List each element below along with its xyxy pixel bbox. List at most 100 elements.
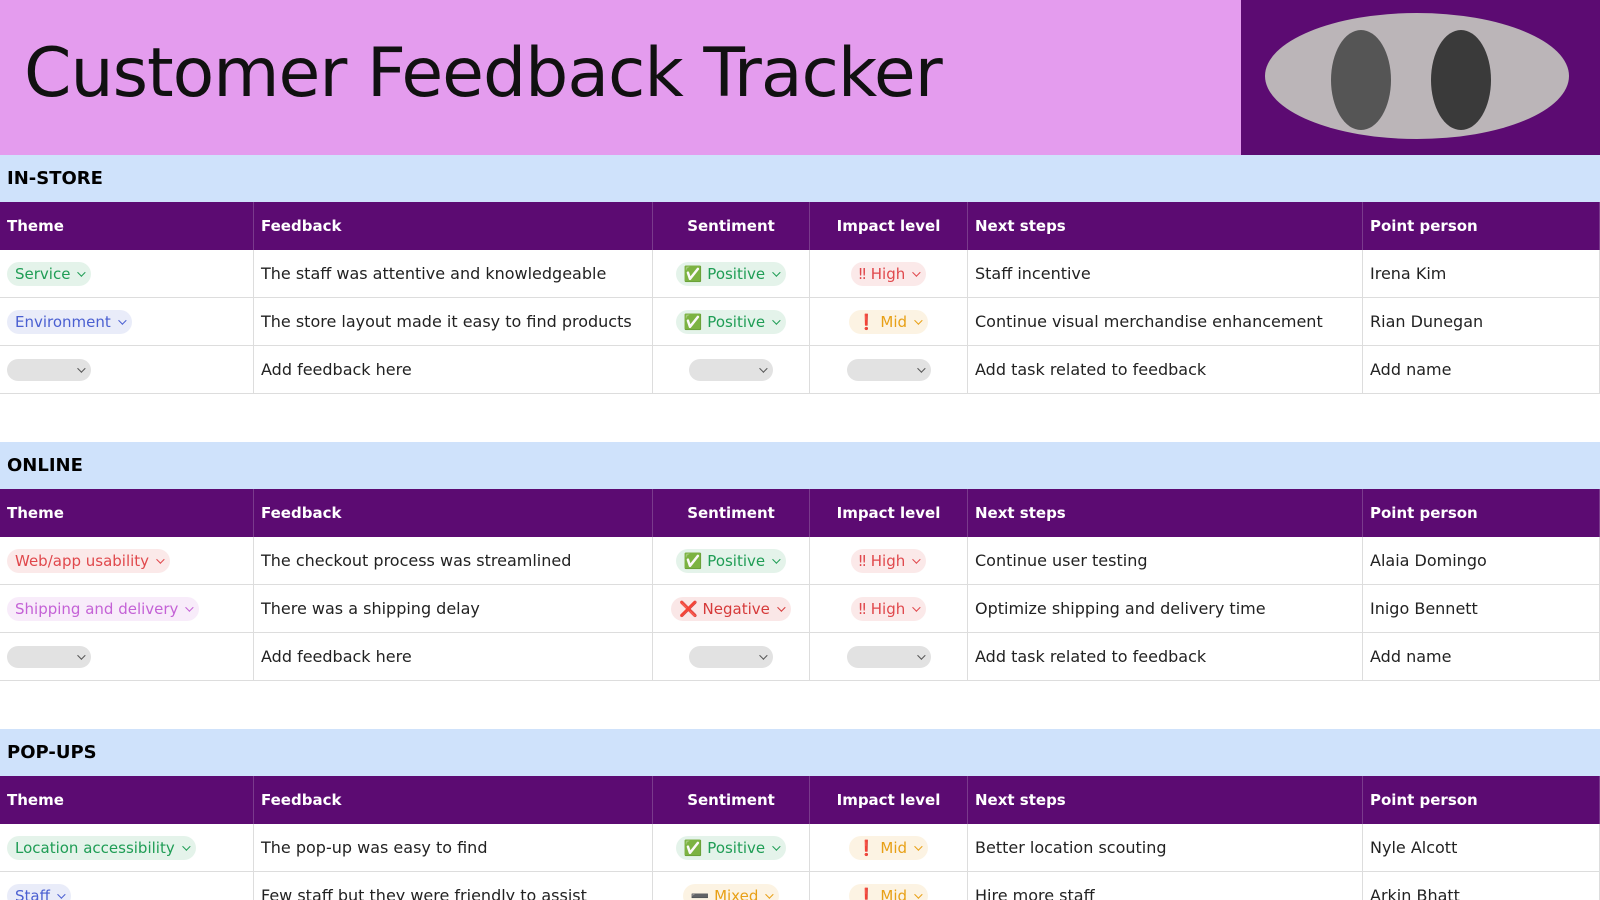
cell: Alaia Domingo bbox=[1363, 537, 1600, 584]
feedback-text: Few staff but they were friendly to assi… bbox=[261, 886, 587, 900]
empty-dropdown[interactable] bbox=[7, 645, 91, 668]
column-header: Point person bbox=[1363, 202, 1600, 250]
impact-chip[interactable]: ❗ Mid bbox=[848, 835, 929, 860]
sentiment-chip[interactable]: ✅ Positive bbox=[675, 835, 787, 860]
column-header: Impact level bbox=[810, 776, 968, 824]
cell: Add feedback here bbox=[254, 633, 653, 680]
column-header: Feedback bbox=[254, 202, 653, 250]
person-text: Rian Dunegan bbox=[1370, 312, 1484, 331]
cell: The checkout process was streamlined bbox=[254, 537, 653, 584]
empty-dropdown[interactable] bbox=[689, 358, 773, 381]
cell: ❗ Mid bbox=[810, 824, 968, 871]
theme-chip[interactable]: Staff bbox=[7, 883, 71, 900]
table-row: Web/app usability The checkout process wa… bbox=[0, 537, 1600, 585]
person-text: Alaia Domingo bbox=[1370, 551, 1487, 570]
section-title: POP-UPS bbox=[0, 729, 1600, 776]
sentiment-chip[interactable]: ✅ Positive bbox=[675, 261, 787, 286]
cell: Add task related to feedback bbox=[968, 633, 1363, 680]
cell: Add feedback here bbox=[254, 346, 653, 393]
next-text: Continue user testing bbox=[975, 551, 1148, 570]
person-text: Arkin Bhatt bbox=[1370, 886, 1460, 900]
cell: Continue user testing bbox=[968, 537, 1363, 584]
spacer bbox=[0, 681, 1600, 729]
cell: Web/app usability bbox=[0, 537, 254, 584]
cell bbox=[0, 633, 254, 680]
cell: Inigo Bennett bbox=[1363, 585, 1600, 632]
impact-chip[interactable]: ‼ High bbox=[850, 596, 927, 621]
column-header: Feedback bbox=[254, 489, 653, 537]
sentiment-chip[interactable]: ❌ Negative bbox=[671, 596, 791, 621]
column-header: Feedback bbox=[254, 776, 653, 824]
table-row: Service The staff was attentive and knowl… bbox=[0, 250, 1600, 298]
cell: ✅ Positive bbox=[653, 250, 810, 297]
next-text: Add task related to feedback bbox=[975, 647, 1207, 666]
person-text: Nyle Alcott bbox=[1370, 838, 1458, 857]
sheet: IN-STORE Theme Feedback Sentiment Impact lev… bbox=[0, 155, 1600, 900]
column-header: Theme bbox=[0, 202, 254, 250]
column-header: Sentiment bbox=[653, 489, 810, 537]
feedback-text: Add feedback here bbox=[261, 647, 412, 666]
cell bbox=[810, 633, 968, 680]
spacer bbox=[0, 394, 1600, 442]
impact-chip[interactable]: ❗ Mid bbox=[848, 309, 929, 334]
column-header-row: Theme Feedback Sentiment Impact level Next s… bbox=[0, 489, 1600, 537]
next-text: Add task related to feedback bbox=[975, 360, 1207, 379]
cell: Staff bbox=[0, 872, 254, 900]
theme-chip[interactable]: Web/app usability bbox=[7, 548, 171, 573]
cell bbox=[653, 346, 810, 393]
theme-chip[interactable]: Shipping and delivery bbox=[7, 596, 200, 621]
cell: The pop-up was easy to find bbox=[254, 824, 653, 871]
theme-chip[interactable]: Environment bbox=[7, 309, 132, 334]
table-row: Add feedback here Add task related to fee… bbox=[0, 346, 1600, 394]
table-row: Staff Few staff but they were friendly to… bbox=[0, 872, 1600, 900]
cell: Location accessibility bbox=[0, 824, 254, 871]
empty-dropdown[interactable] bbox=[846, 645, 931, 668]
column-header-row: Theme Feedback Sentiment Impact level Next s… bbox=[0, 776, 1600, 824]
sentiment-chip[interactable]: ✅ Positive bbox=[675, 548, 787, 573]
photo bbox=[1265, 13, 1569, 139]
cell: There was a shipping delay bbox=[254, 585, 653, 632]
impact-chip[interactable]: ‼ High bbox=[850, 261, 927, 286]
cell: Nyle Alcott bbox=[1363, 824, 1600, 871]
next-text: Optimize shipping and delivery time bbox=[975, 599, 1266, 618]
cell: The store layout made it easy to find pr… bbox=[254, 298, 653, 345]
column-header: Theme bbox=[0, 489, 254, 537]
sentiment-chip[interactable]: ➖ Mixed bbox=[682, 883, 780, 900]
column-header: Theme bbox=[0, 776, 254, 824]
cell: Add name bbox=[1363, 346, 1600, 393]
cell: ‼ High bbox=[810, 537, 968, 584]
header: Customer Feedback Tracker bbox=[0, 0, 1600, 155]
cell: Add task related to feedback bbox=[968, 346, 1363, 393]
empty-dropdown[interactable] bbox=[7, 358, 91, 381]
table-row: Location accessibility The pop-up was eas… bbox=[0, 824, 1600, 872]
column-header: Sentiment bbox=[653, 202, 810, 250]
next-text: Better location scouting bbox=[975, 838, 1167, 857]
theme-chip[interactable]: Location accessibility bbox=[7, 835, 196, 860]
cell: Staff incentive bbox=[968, 250, 1363, 297]
sentiment-chip[interactable]: ✅ Positive bbox=[675, 309, 787, 334]
person-text: Add name bbox=[1370, 647, 1452, 666]
empty-dropdown[interactable] bbox=[846, 358, 931, 381]
cell bbox=[810, 346, 968, 393]
cell: Service bbox=[0, 250, 254, 297]
impact-chip[interactable]: ❗ Mid bbox=[848, 883, 929, 900]
impact-chip[interactable]: ‼ High bbox=[850, 548, 927, 573]
cell: ❌ Negative bbox=[653, 585, 810, 632]
cell bbox=[0, 346, 254, 393]
cell: Rian Dunegan bbox=[1363, 298, 1600, 345]
theme-chip[interactable]: Service bbox=[7, 261, 92, 286]
person-text: Add name bbox=[1370, 360, 1452, 379]
column-header: Next steps bbox=[968, 776, 1363, 824]
cell: ➖ Mixed bbox=[653, 872, 810, 900]
cell: ❗ Mid bbox=[810, 872, 968, 900]
cell: Continue visual merchandise enhancement bbox=[968, 298, 1363, 345]
feedback-text: The checkout process was streamlined bbox=[261, 551, 572, 570]
cell: Optimize shipping and delivery time bbox=[968, 585, 1363, 632]
next-text: Hire more staff bbox=[975, 886, 1095, 900]
page-title: Customer Feedback Tracker bbox=[24, 34, 943, 113]
cell bbox=[653, 633, 810, 680]
cell: ‼ High bbox=[810, 250, 968, 297]
cell: Shipping and delivery bbox=[0, 585, 254, 632]
empty-dropdown[interactable] bbox=[689, 645, 773, 668]
